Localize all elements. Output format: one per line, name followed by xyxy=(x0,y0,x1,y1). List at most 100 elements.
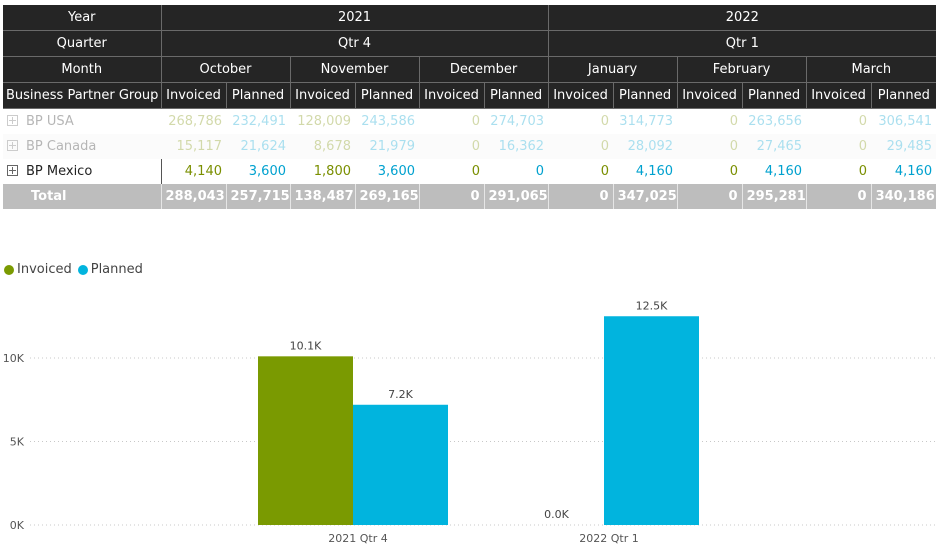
row-label-month: Month xyxy=(3,56,161,83)
measure-invoiced[interactable]: Invoiced xyxy=(547,82,614,109)
table-row-bp-usa[interactable]: BP USA 268,786 232,491 128,009 243,586 0… xyxy=(3,109,936,135)
cell-value: 314,773 xyxy=(619,114,674,129)
x-tick-label: 2022 Qtr 1 xyxy=(579,532,638,545)
row-label-cell[interactable]: BP Canada xyxy=(3,134,161,159)
month-december[interactable]: December xyxy=(418,56,549,83)
table-row-total: Total 288,043 257,715 138,487 269,165 0 … xyxy=(3,184,937,209)
cell-value: 4,160 xyxy=(635,164,674,179)
measure-planned[interactable]: Planned xyxy=(225,82,290,109)
cell-value: 8,678 xyxy=(290,134,355,159)
measure-invoiced[interactable]: Invoiced xyxy=(418,82,484,109)
cell-value: 1,800 xyxy=(313,164,351,179)
cell-value: 27,465 xyxy=(742,134,807,159)
cell-value: 0 xyxy=(677,134,743,159)
measure-planned[interactable]: Planned xyxy=(483,82,549,109)
cell-value: 29,485 xyxy=(871,134,937,159)
cell-value: 306,541 xyxy=(878,114,933,129)
cell-value: 4,160 xyxy=(894,164,933,179)
total-value: 0 xyxy=(547,184,614,209)
measure-invoiced[interactable]: Invoiced xyxy=(289,82,355,109)
cell-value: 28,092 xyxy=(613,134,678,159)
month-october[interactable]: October xyxy=(160,56,290,83)
cell-value: 0 xyxy=(729,164,739,179)
chart-legend: Invoiced Planned xyxy=(4,262,149,277)
cell-value: 128,009 xyxy=(297,114,351,129)
quarter-2022-q1[interactable]: Qtr 1 xyxy=(547,30,937,57)
cell-value: 3,600 xyxy=(377,164,415,179)
total-value: 295,281 xyxy=(741,184,807,209)
year-2021[interactable]: 2021 xyxy=(160,5,549,31)
total-value: 340,186 xyxy=(870,184,937,209)
row-label-cell[interactable]: BP Mexico xyxy=(3,159,162,184)
header-row-quarter: Quarter Qtr 4 Qtr 1 xyxy=(3,30,937,57)
month-january[interactable]: January xyxy=(547,56,678,83)
cell-value: 16,362 xyxy=(484,134,549,159)
cell-value: 0 xyxy=(600,114,610,129)
cell-value: 21,624 xyxy=(226,134,290,159)
cell-value: 263,656 xyxy=(748,114,803,129)
measure-invoiced[interactable]: Invoiced xyxy=(805,82,872,109)
row-label-cell[interactable]: BP USA xyxy=(3,109,161,135)
bar-chart: 0K 5K 10K 10.1K 7.2K 2021 Qtr 4 0.0K 12.5K 2022 … xyxy=(3,299,935,545)
month-november[interactable]: November xyxy=(289,56,419,83)
legend-dot-planned-icon xyxy=(77,264,88,275)
cell-value: 3,600 xyxy=(248,164,286,179)
table-row-bp-mexico[interactable]: BP Mexico 4,140 3,600 1,800 3,600 0 0 0 … xyxy=(3,159,936,184)
table-row-bp-canada[interactable]: BP Canada 15,117 21,624 8,678 21,979 0 1… xyxy=(3,134,937,159)
cell-value: 232,491 xyxy=(232,114,286,129)
measure-invoiced[interactable]: Invoiced xyxy=(676,82,743,109)
data-label: 7.2K xyxy=(388,388,413,401)
total-value: 0 xyxy=(805,184,872,209)
cell-value: 0 xyxy=(471,114,480,129)
cell-value: 0 xyxy=(535,164,545,179)
cell-value: 0 xyxy=(729,114,739,129)
y-tick-label: 5K xyxy=(10,436,25,449)
total-value: 288,043 xyxy=(160,184,226,209)
cell-value: 0 xyxy=(419,134,484,159)
y-tick-label: 0K xyxy=(10,519,25,532)
legend-label-planned: Planned xyxy=(90,262,143,277)
month-march[interactable]: March xyxy=(805,56,937,83)
bar-invoiced[interactable] xyxy=(258,356,353,525)
data-label: 12.5K xyxy=(636,299,668,312)
cell-value: 4,160 xyxy=(764,164,803,179)
legend-item-invoiced[interactable]: Invoiced xyxy=(4,262,72,277)
cell-value: 0 xyxy=(806,134,872,159)
cell-value: 0 xyxy=(858,114,868,129)
legend-item-planned[interactable]: Planned xyxy=(77,262,143,277)
row-label-year: Year xyxy=(3,5,161,31)
total-label: Total xyxy=(3,184,161,209)
measure-planned[interactable]: Planned xyxy=(870,82,937,109)
total-value: 0 xyxy=(418,184,484,209)
legend-label-invoiced: Invoiced xyxy=(17,262,72,277)
y-tick-label: 10K xyxy=(3,352,25,365)
total-value: 138,487 xyxy=(289,184,355,209)
measure-planned[interactable]: Planned xyxy=(354,82,419,109)
row-label-business-partner-group[interactable]: Business Partner Group xyxy=(3,82,161,109)
header-row-year: Year 2021 2022 xyxy=(3,5,937,31)
cell-value: 21,979 xyxy=(355,134,419,159)
month-february[interactable]: February xyxy=(676,56,807,83)
year-2022[interactable]: 2022 xyxy=(547,5,937,31)
total-value: 347,025 xyxy=(612,184,678,209)
bar-planned[interactable] xyxy=(604,316,699,525)
cell-value: 15,117 xyxy=(161,134,226,159)
total-value: 269,165 xyxy=(354,184,419,209)
bar-planned[interactable] xyxy=(353,404,448,525)
cell-value: 0 xyxy=(600,164,610,179)
row-label: BP Mexico xyxy=(26,164,93,179)
expand-plus-icon[interactable] xyxy=(7,115,18,126)
quarter-2021-q4[interactable]: Qtr 4 xyxy=(160,30,549,57)
cell-value: 0 xyxy=(548,134,614,159)
measure-invoiced[interactable]: Invoiced xyxy=(160,82,226,109)
cell-value: 274,703 xyxy=(490,114,545,129)
expand-plus-icon[interactable] xyxy=(7,140,18,151)
total-value: 0 xyxy=(676,184,743,209)
cell-value: 0 xyxy=(471,164,480,179)
data-label: 10.1K xyxy=(290,339,322,352)
cell-value: 4,140 xyxy=(184,164,222,179)
measure-planned[interactable]: Planned xyxy=(741,82,807,109)
expand-plus-icon[interactable] xyxy=(7,165,18,176)
total-value: 291,065 xyxy=(483,184,549,209)
measure-planned[interactable]: Planned xyxy=(612,82,678,109)
